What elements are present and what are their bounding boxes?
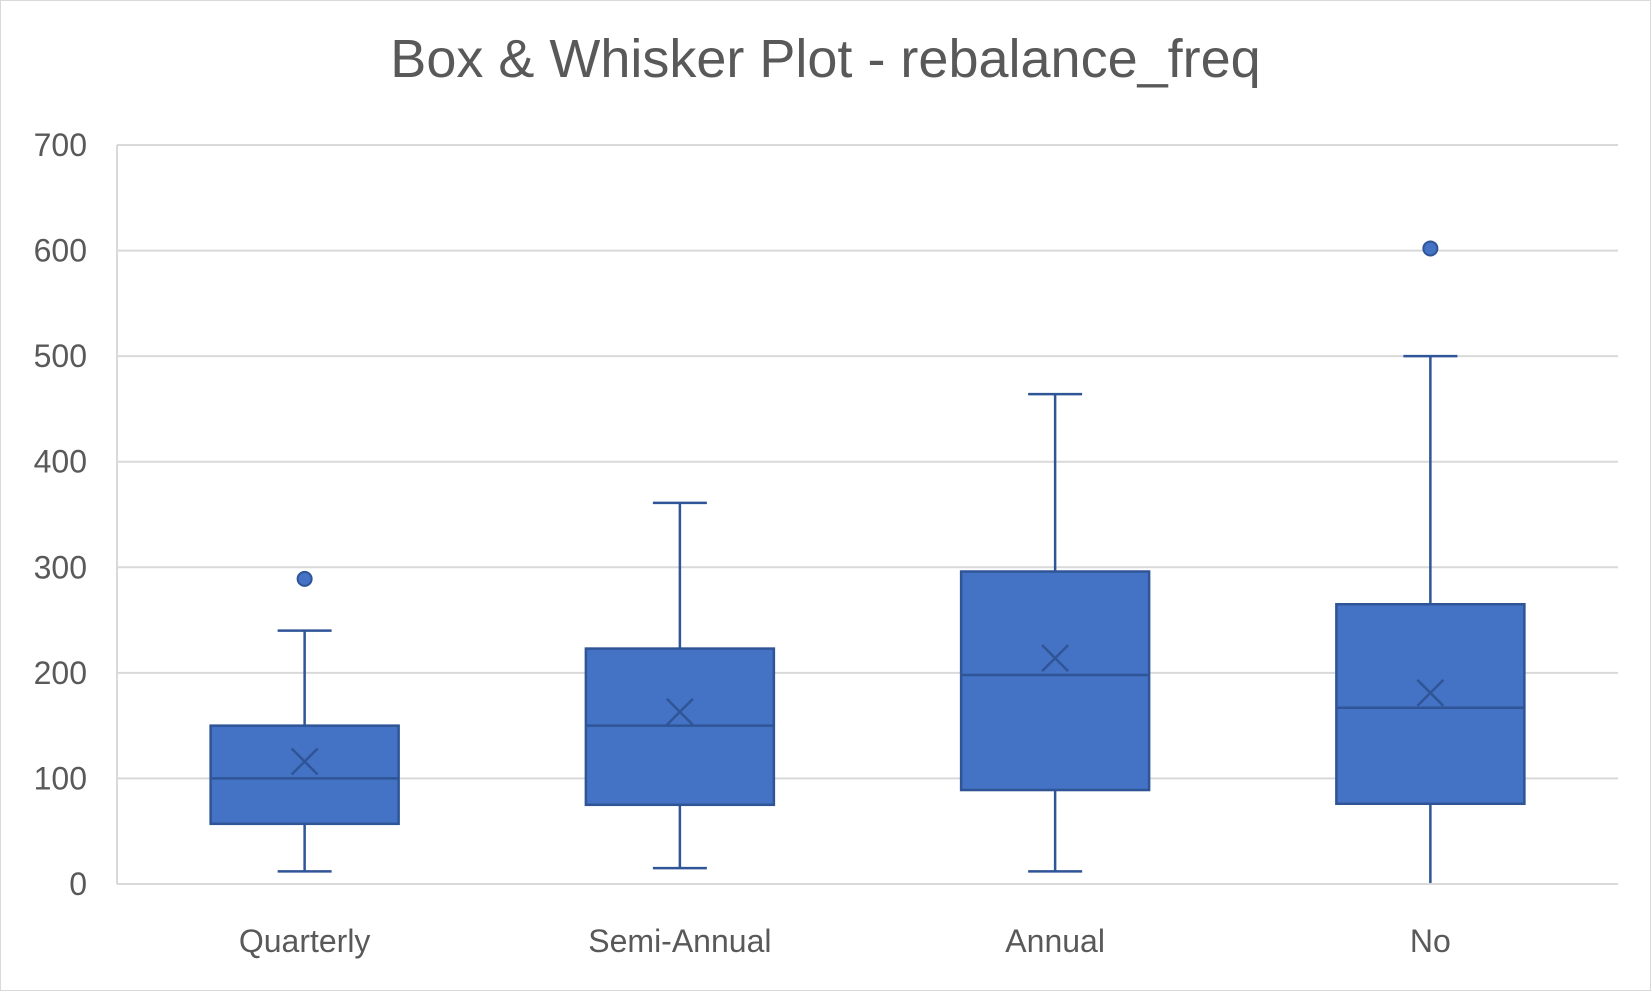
y-tick-label: 400 xyxy=(34,444,87,480)
y-tick-label: 700 xyxy=(34,127,87,163)
x-tick-label: Quarterly xyxy=(239,923,371,959)
chart-title: Box & Whisker Plot - rebalance_freq xyxy=(390,29,1261,89)
y-tick-label: 200 xyxy=(34,655,87,691)
box-iqr xyxy=(209,724,400,826)
mean-marker xyxy=(665,698,694,726)
outlier-point xyxy=(1422,240,1439,257)
outlier-point xyxy=(296,570,313,587)
mean-marker xyxy=(1041,644,1070,672)
y-tick-label: 0 xyxy=(69,866,87,902)
box-iqr xyxy=(959,570,1151,792)
y-tick-label: 600 xyxy=(34,233,87,269)
y-tick-label: 500 xyxy=(34,338,87,374)
x-tick-label: No xyxy=(1410,923,1451,959)
box-iqr xyxy=(1335,602,1526,806)
x-tick-label: Annual xyxy=(1005,923,1105,959)
y-tick-label: 300 xyxy=(34,549,87,585)
mean-marker xyxy=(290,747,319,776)
mean-marker xyxy=(1416,679,1445,707)
x-tick-label: Semi-Annual xyxy=(588,923,771,959)
y-tick-label: 100 xyxy=(34,760,87,796)
